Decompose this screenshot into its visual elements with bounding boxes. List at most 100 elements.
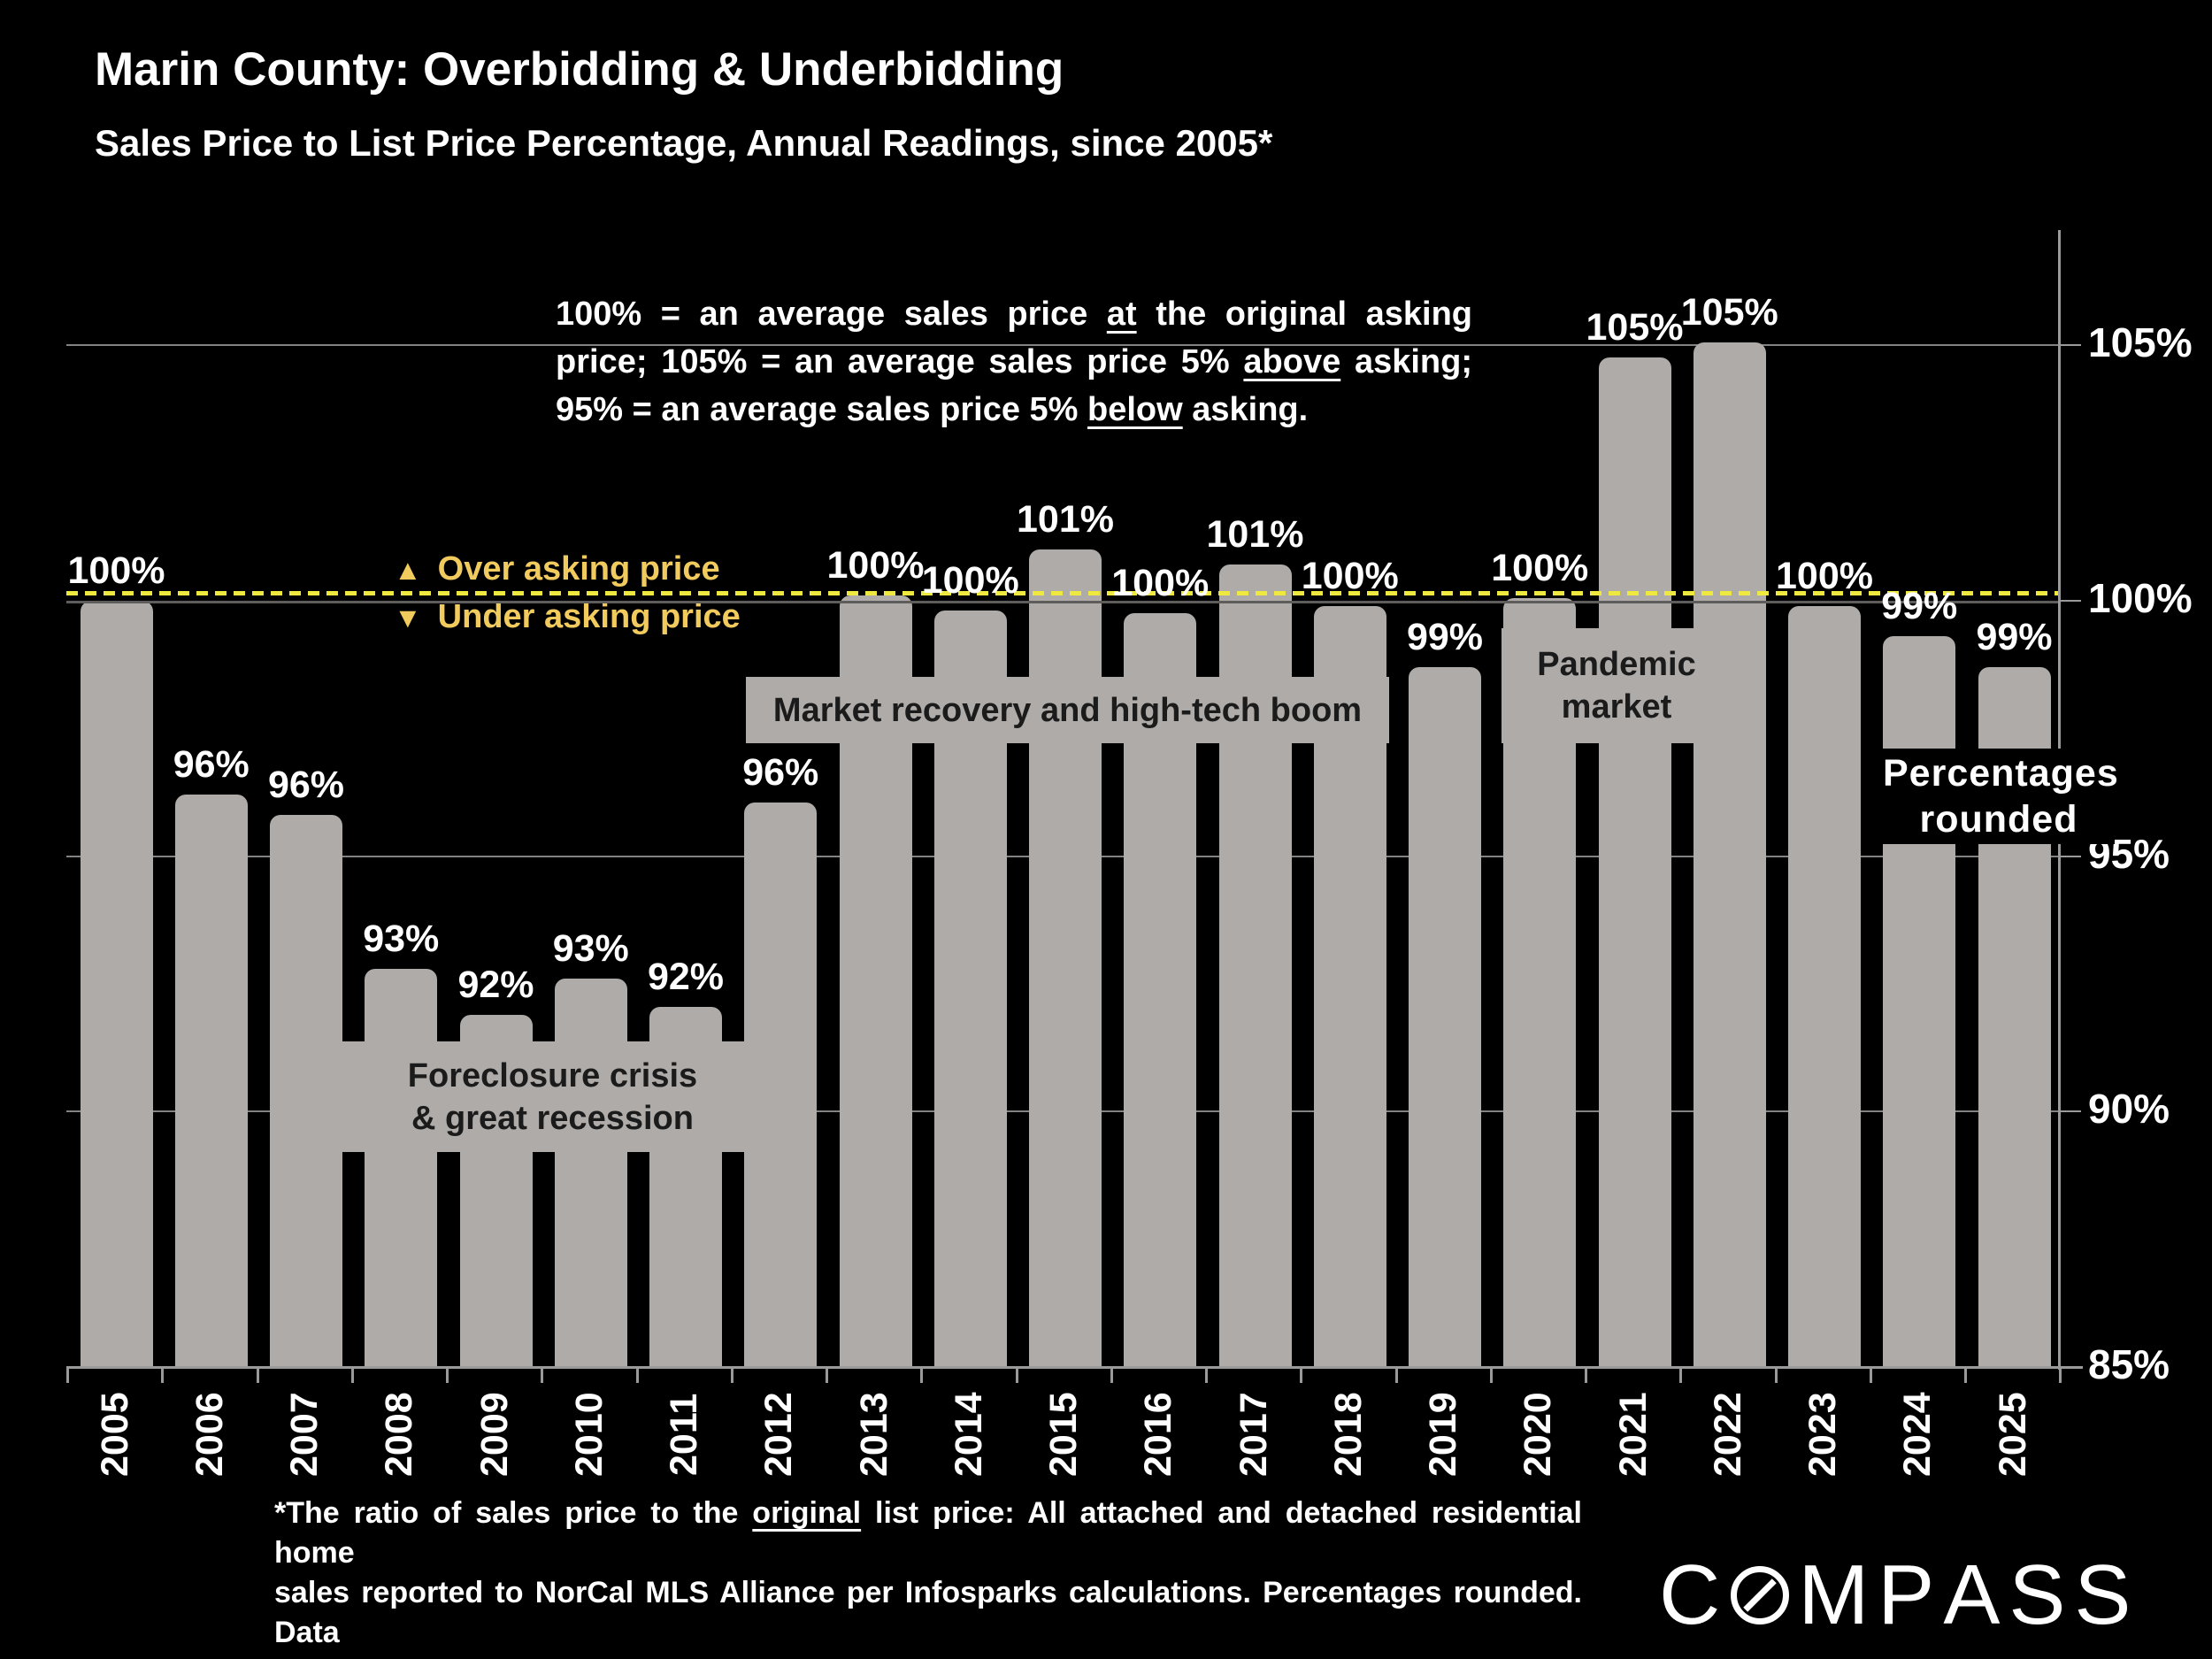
bar-value-label-2018: 100% [1301, 554, 1399, 597]
x-axis-tick [635, 1367, 639, 1383]
footnote-line: *The ratio of sales price to the origina… [274, 1494, 1582, 1573]
x-axis-tick [1869, 1367, 1872, 1383]
bar-2023 [1788, 605, 1861, 1367]
x-axis-tick [1679, 1367, 1683, 1383]
bar-2008 [365, 968, 438, 1367]
x-axis-tick [1205, 1367, 1208, 1383]
bar-value-label-2019: 99% [1406, 615, 1484, 658]
x-axis-label-2014: 2014 [947, 1392, 990, 1477]
legend-under-asking: ▼ Under asking price [394, 598, 741, 636]
legend-over-asking: ▲ Over asking price [394, 550, 720, 588]
bar-value-label-2017: 101% [1206, 513, 1304, 557]
gridline-100 [66, 600, 2058, 603]
text-segment: price; 105% = an average sales price 5% [556, 343, 1244, 380]
axis-tick-95 [2058, 855, 2081, 857]
y-axis-label-90: 90% [2088, 1086, 2170, 1133]
x-axis-label-2018: 2018 [1326, 1392, 1370, 1477]
bar-value-label-2009: 92% [457, 963, 534, 1006]
bar-2006 [174, 795, 248, 1367]
x-axis-tick [730, 1367, 733, 1383]
text-segment: 100% = an average sales price [556, 296, 1107, 333]
annotation-band-2: Pandemic market [1502, 628, 1732, 743]
annotation-band-0: Foreclosure crisis & great recession [342, 1041, 763, 1152]
text-segment: from sources deemed reliable but may con… [274, 1655, 1582, 1659]
bar-value-label-2024: 99% [1881, 585, 1958, 628]
legend-under-label: Under asking price [437, 598, 741, 635]
definition-line: 100% = an average sales price at the ori… [556, 290, 1472, 338]
bar-2021 [1598, 357, 1671, 1367]
up-triangle-icon: ▲ [394, 553, 422, 586]
logo-letter: S [2074, 1548, 2140, 1642]
x-axis-label-2024: 2024 [1896, 1392, 1939, 1477]
x-axis-label-2006: 2006 [188, 1392, 231, 1477]
axis-tick-90 [2058, 1110, 2081, 1113]
annotation-band-1: Market recovery and high-tech boom [746, 677, 1389, 743]
underlined-word: below [1087, 391, 1183, 428]
bar-value-label-2014: 100% [921, 559, 1019, 603]
bar-chart-plot-area: 100% 2005 96% 2006 96% 2007 93% 2008 92% 2009 93% 2… [66, 230, 2118, 1477]
x-axis-tick [826, 1367, 828, 1383]
bar-2015 [1029, 549, 1102, 1367]
x-axis-tick [1394, 1367, 1398, 1383]
bar-2024 [1883, 636, 1956, 1367]
x-axis-label-2021: 2021 [1611, 1392, 1655, 1477]
text-segment: 95% = an average sales price 5% [556, 391, 1088, 428]
underlined-word: above [1243, 343, 1341, 380]
bar-value-label-2006: 96% [173, 743, 250, 787]
y-axis-label-85: 85% [2088, 1341, 2170, 1387]
bar-value-label-2025: 99% [1976, 615, 2053, 658]
annotation-text: Market recovery and high-tech boom [772, 691, 1363, 729]
x-axis-tick [256, 1367, 259, 1383]
bar-value-label-2015: 101% [1017, 498, 1114, 541]
x-axis-label-2015: 2015 [1042, 1392, 1085, 1477]
bar-value-label-2010: 93% [552, 927, 629, 971]
x-axis-tick [1964, 1367, 1967, 1383]
bar-2022 [1693, 342, 1766, 1367]
annotation-band-3: Percentages rounded [1883, 749, 2118, 844]
annotation-text: rounded [1919, 798, 2078, 841]
text-segment: the original asking [1136, 296, 1472, 333]
bar-value-label-2021: 105% [1586, 306, 1684, 349]
text-segment: asking. [1182, 391, 1309, 428]
logo-letter: P [1878, 1548, 1944, 1642]
definition-text: 100% = an average sales price at the ori… [556, 290, 1472, 434]
annotation-text: market [1561, 688, 1672, 726]
bar-value-label-2012: 96% [742, 750, 819, 794]
x-axis-tick [1015, 1367, 1018, 1383]
page-title: Marin County: Overbidding & Underbidding [95, 43, 1064, 96]
footnote-line: from sources deemed reliable but may con… [274, 1653, 1582, 1659]
bar-value-label-2023: 100% [1776, 554, 1873, 597]
bar-value-label-2008: 93% [363, 917, 440, 960]
x-axis-label-2007: 2007 [283, 1392, 326, 1477]
x-axis-label-2025: 2025 [1991, 1392, 2034, 1477]
bar-value-label-2007: 96% [267, 764, 345, 807]
x-axis-line [66, 1366, 2083, 1369]
logo-letter: A [1943, 1548, 2009, 1642]
x-axis-tick [350, 1367, 354, 1383]
x-axis-label-2020: 2020 [1517, 1392, 1560, 1477]
x-axis-tick [2059, 1367, 2062, 1383]
legend-over-label: Over asking price [437, 550, 720, 588]
logo-letter: C [1659, 1548, 1730, 1642]
x-axis-label-2011: 2011 [663, 1393, 705, 1476]
x-axis-label-2019: 2019 [1422, 1392, 1464, 1477]
needle-bar [1743, 1578, 1778, 1612]
x-axis-tick [1300, 1367, 1303, 1383]
x-axis-label-2022: 2022 [1706, 1392, 1749, 1477]
bar-value-label-2013: 100% [826, 543, 925, 587]
y-axis-label-100: 100% [2088, 574, 2193, 621]
definition-line: price; 105% = an average sales price 5% … [556, 338, 1472, 386]
bar-2010 [554, 979, 627, 1367]
x-axis-tick [1110, 1367, 1113, 1383]
annotation-text: & great recession [411, 1099, 694, 1137]
logo-letter: S [2008, 1548, 2075, 1642]
page-subtitle: Sales Price to List Price Percentage, An… [95, 122, 1273, 164]
bar-value-label-2016: 100% [1111, 562, 1210, 605]
compass-o-needle-icon [1731, 1566, 1790, 1624]
x-axis-tick [920, 1367, 924, 1383]
logo-letter: M [1798, 1548, 1878, 1642]
x-axis-tick [161, 1367, 165, 1383]
bar-value-label-2022: 105% [1680, 291, 1778, 334]
x-axis-tick [1585, 1367, 1587, 1383]
